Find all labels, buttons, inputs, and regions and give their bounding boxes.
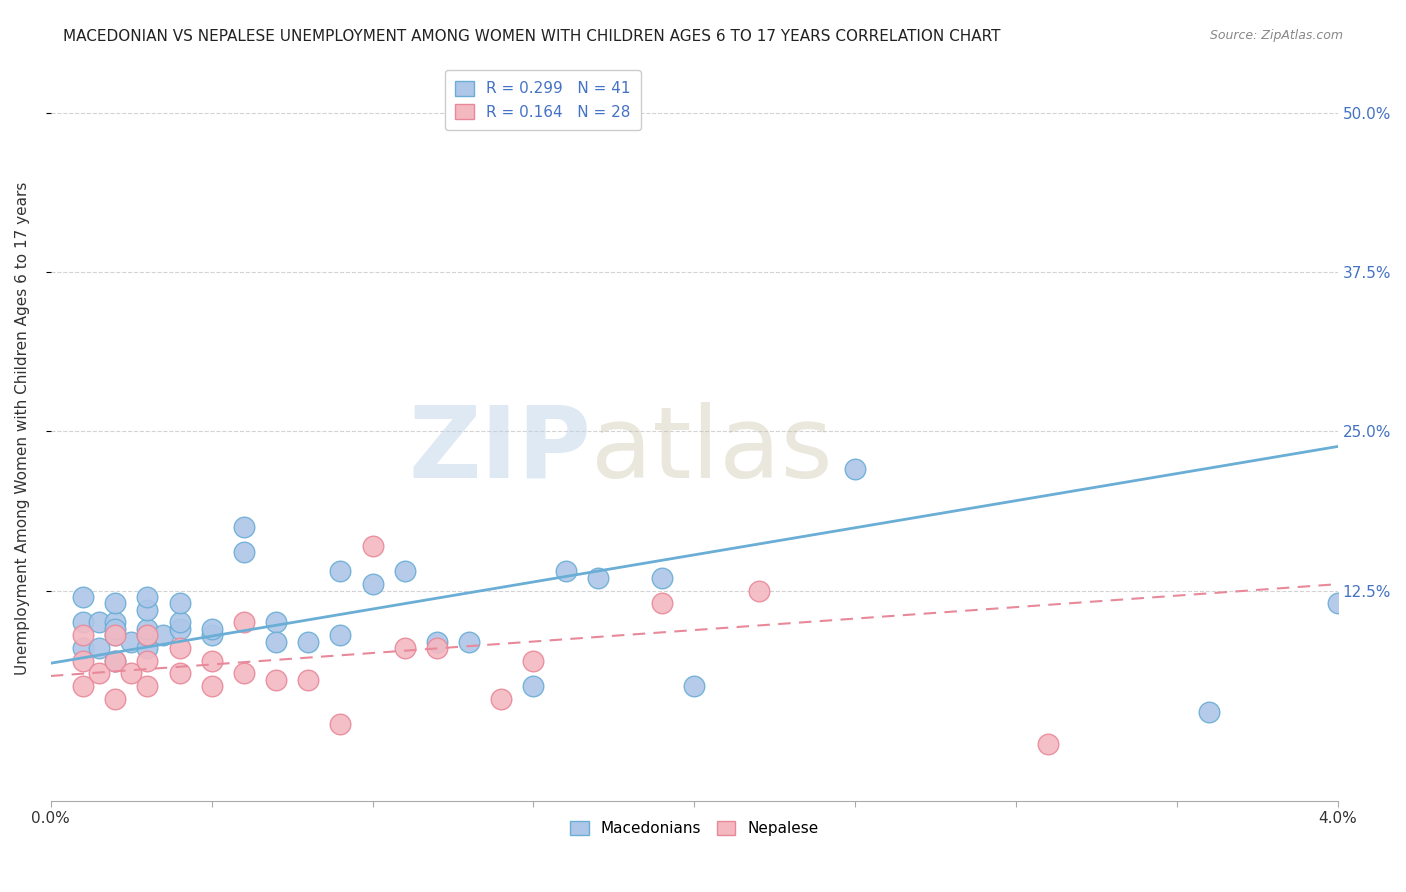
Point	[201, 679, 224, 693]
Point	[104, 654, 127, 668]
Text: Source: ZipAtlas.com: Source: ZipAtlas.com	[1209, 29, 1343, 42]
Point	[120, 634, 142, 648]
Point	[748, 583, 770, 598]
Point	[232, 545, 254, 559]
Point	[458, 634, 481, 648]
Point	[72, 590, 94, 604]
Point	[169, 615, 191, 630]
Point	[232, 666, 254, 681]
Point	[87, 640, 110, 655]
Point	[136, 628, 159, 642]
Point	[136, 679, 159, 693]
Point	[683, 679, 706, 693]
Point	[136, 654, 159, 668]
Point	[232, 615, 254, 630]
Point	[844, 462, 866, 476]
Point	[1036, 737, 1059, 751]
Point	[297, 634, 319, 648]
Point	[120, 666, 142, 681]
Point	[264, 634, 287, 648]
Point	[72, 640, 94, 655]
Point	[136, 590, 159, 604]
Point	[329, 717, 352, 731]
Point	[426, 640, 449, 655]
Point	[104, 628, 127, 642]
Legend: Macedonians, Nepalese: Macedonians, Nepalese	[561, 812, 828, 846]
Point	[232, 520, 254, 534]
Point	[169, 640, 191, 655]
Point	[651, 596, 673, 610]
Text: ZIP: ZIP	[408, 402, 592, 499]
Point	[1198, 705, 1220, 719]
Point	[136, 640, 159, 655]
Point	[394, 565, 416, 579]
Point	[361, 577, 384, 591]
Point	[136, 628, 159, 642]
Point	[554, 565, 576, 579]
Point	[136, 602, 159, 616]
Point	[72, 628, 94, 642]
Point	[72, 654, 94, 668]
Point	[586, 571, 609, 585]
Point	[201, 622, 224, 636]
Point	[104, 628, 127, 642]
Point	[394, 640, 416, 655]
Point	[489, 692, 512, 706]
Point	[72, 615, 94, 630]
Point	[361, 539, 384, 553]
Y-axis label: Unemployment Among Women with Children Ages 6 to 17 years: Unemployment Among Women with Children A…	[15, 181, 30, 674]
Point	[329, 565, 352, 579]
Text: atlas: atlas	[592, 402, 832, 499]
Point	[169, 666, 191, 681]
Point	[104, 615, 127, 630]
Point	[87, 666, 110, 681]
Point	[104, 692, 127, 706]
Point	[651, 571, 673, 585]
Point	[264, 673, 287, 687]
Point	[522, 654, 544, 668]
Point	[152, 628, 174, 642]
Point	[201, 654, 224, 668]
Point	[72, 679, 94, 693]
Point	[1326, 596, 1348, 610]
Point	[87, 615, 110, 630]
Point	[136, 622, 159, 636]
Point	[104, 654, 127, 668]
Point	[522, 679, 544, 693]
Point	[426, 634, 449, 648]
Point	[169, 596, 191, 610]
Text: MACEDONIAN VS NEPALESE UNEMPLOYMENT AMONG WOMEN WITH CHILDREN AGES 6 TO 17 YEARS: MACEDONIAN VS NEPALESE UNEMPLOYMENT AMON…	[63, 29, 1001, 44]
Point	[201, 628, 224, 642]
Point	[169, 622, 191, 636]
Point	[104, 596, 127, 610]
Point	[329, 628, 352, 642]
Point	[264, 615, 287, 630]
Point	[297, 673, 319, 687]
Point	[104, 622, 127, 636]
